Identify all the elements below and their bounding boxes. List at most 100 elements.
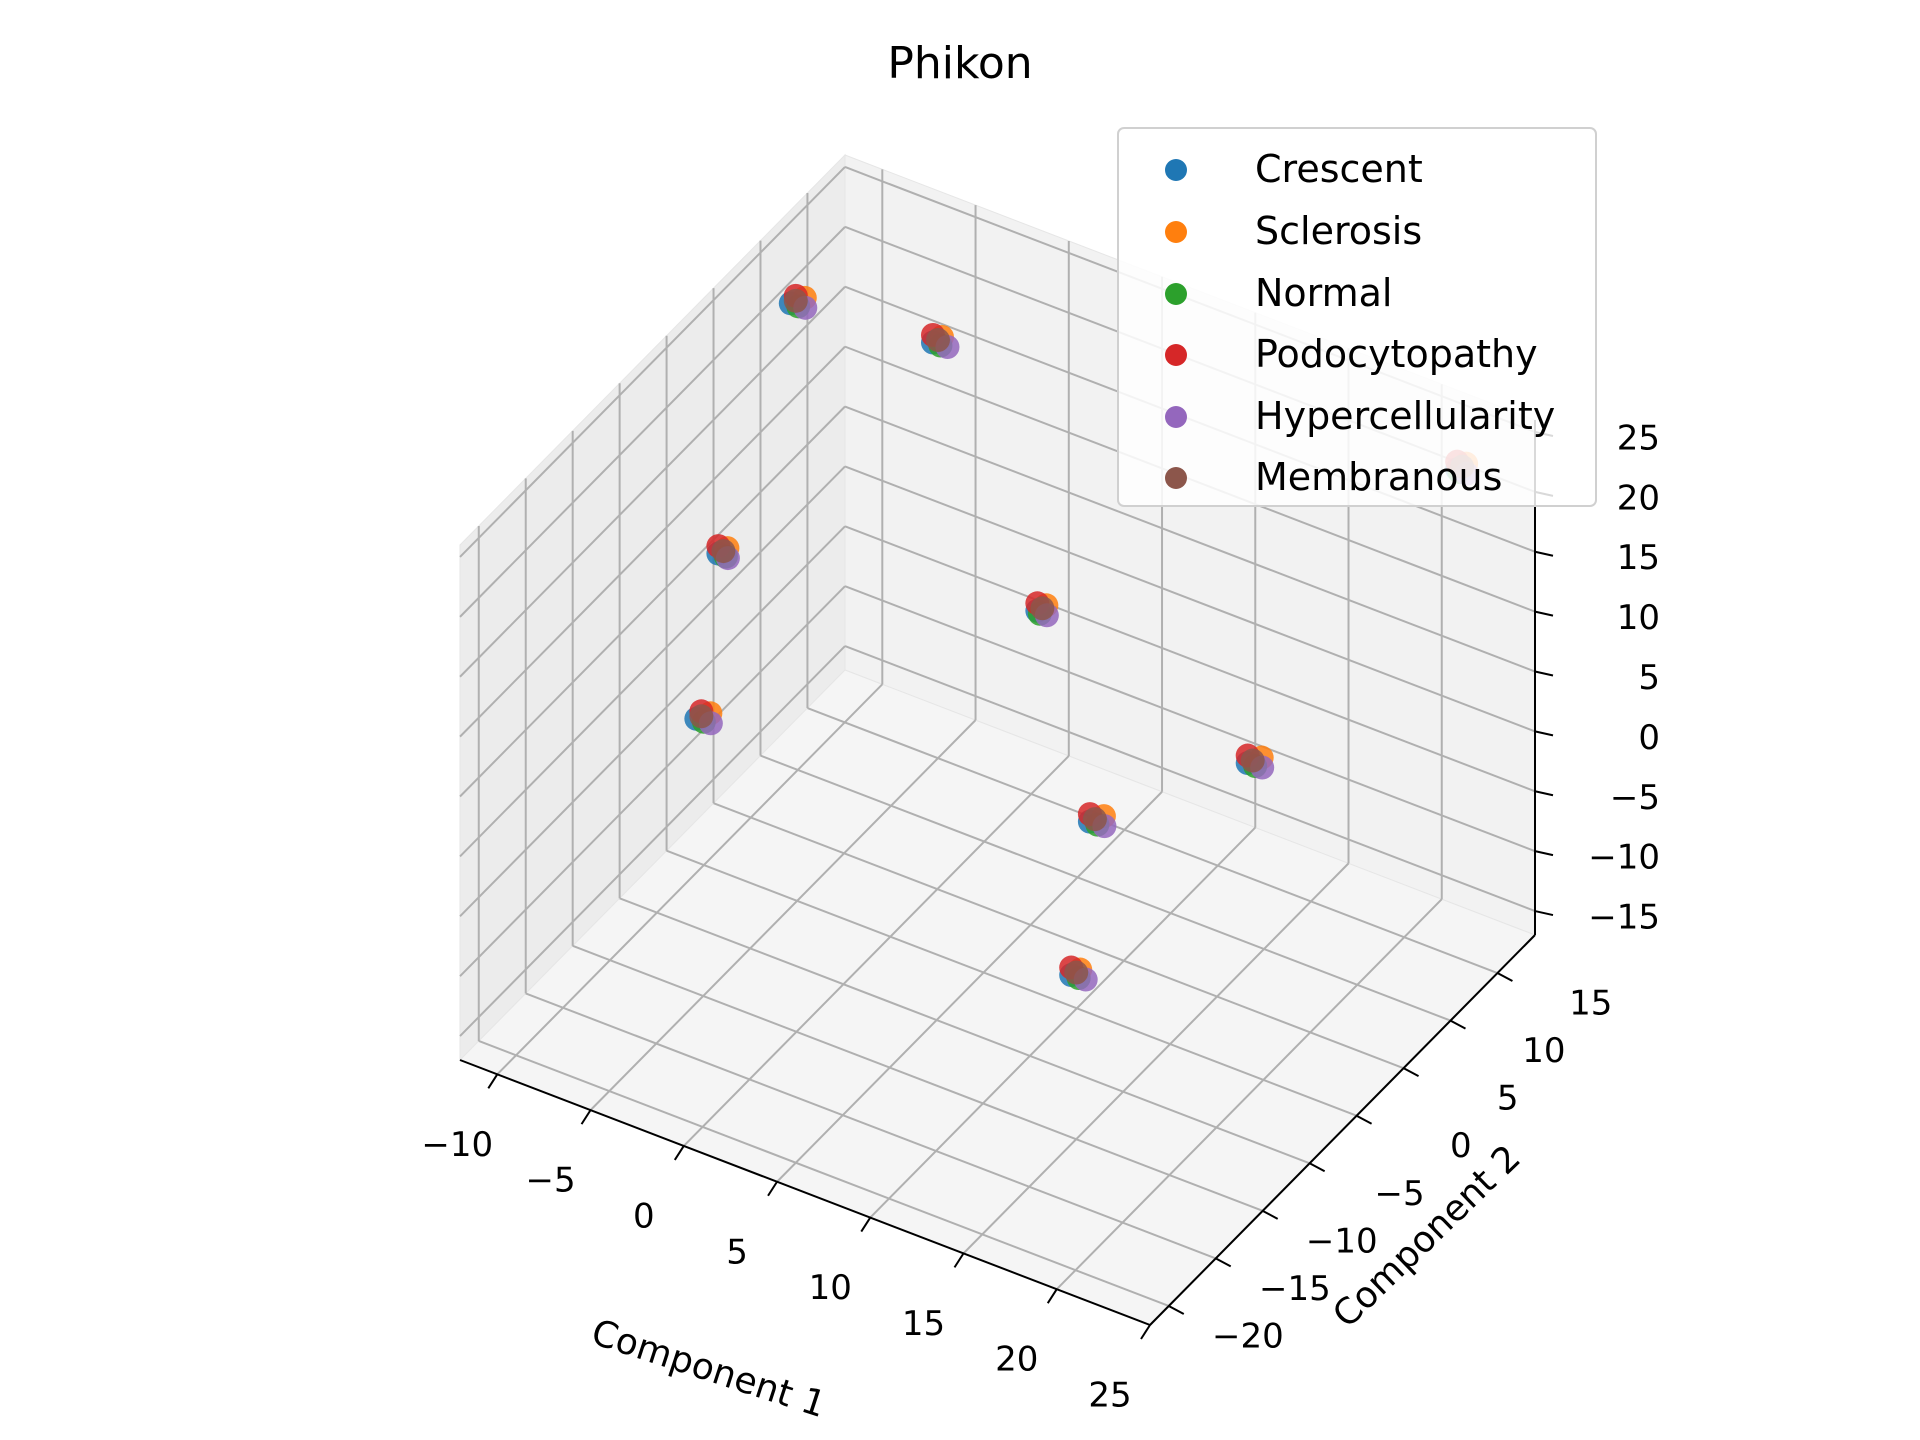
y-tick-label: 5 [1497, 1079, 1519, 1119]
legend: Crescent Sclerosis Normal Podocytopathy … [1117, 127, 1597, 507]
z-tick-label: −5 [1610, 778, 1660, 818]
grid-y-floor [760, 754, 1451, 1022]
grid-z-side [459, 166, 846, 558]
x-tick-mark [1140, 1324, 1151, 1340]
x-tick-mark [580, 1109, 592, 1125]
x-tick-label: −10 [421, 1125, 493, 1165]
grid-x-floor [869, 826, 1256, 1219]
x-tick-mark [673, 1145, 685, 1161]
point-membranous [689, 704, 714, 729]
x-tick-label: 5 [726, 1232, 748, 1272]
grid-z-side [459, 525, 846, 917]
z-tick-mark [1534, 850, 1554, 857]
grid-x-floor [589, 719, 977, 1111]
z-tick-mark [1534, 910, 1554, 917]
legend-item-crescent: Crescent [1119, 145, 1595, 195]
x-tick-mark [953, 1252, 965, 1268]
grid-x-floor [683, 755, 1070, 1147]
grid-z-back [844, 465, 1536, 733]
grid-x-floor [776, 791, 1163, 1183]
legend-label-sclerosis: Sclerosis [1255, 209, 1423, 253]
grid-lines [459, 166, 1536, 1326]
z-tick-label: 0 [1638, 718, 1660, 758]
z-tick-mark [1534, 550, 1554, 557]
z-tick-label: −15 [1588, 898, 1660, 938]
z-tick-mark [1534, 670, 1554, 677]
grid-z-side [459, 645, 846, 1037]
grid-z-side [459, 226, 846, 618]
grid-x-floor [496, 683, 884, 1076]
x-tick-mark [1046, 1288, 1058, 1304]
grid-x-floor [1056, 898, 1443, 1290]
y-tick-label: −20 [1212, 1316, 1284, 1356]
grid-z-side [459, 585, 846, 977]
x-tick-label: 15 [902, 1304, 945, 1344]
z-tick-label: 5 [1638, 658, 1660, 698]
grid-z-back [844, 405, 1536, 673]
axis-panes [459, 153, 1536, 1326]
grid-y-floor [807, 707, 1498, 974]
tick-labels: −10−50510152025−20−15−10−5051015−15−10−5… [421, 418, 1660, 1415]
grid-z-side [459, 286, 846, 678]
point-membranous [1064, 960, 1089, 985]
chart-title: Phikon [887, 38, 1033, 89]
x-tick-mark [487, 1073, 499, 1089]
grid-z-side [459, 345, 846, 738]
x-tick-label: 20 [995, 1340, 1038, 1380]
x-tick-label: 10 [809, 1268, 852, 1308]
legend-label-podocytopathy: Podocytopathy [1255, 332, 1538, 376]
legend-marker-hypercellularity [1165, 406, 1187, 428]
legend-label-membranous: Membranous [1255, 455, 1503, 499]
grid-y-floor [713, 802, 1404, 1070]
y-tick-mark [1450, 1019, 1466, 1030]
grid-y-floor [666, 849, 1357, 1117]
legend-marker-crescent [1165, 159, 1187, 181]
x-tick-mark [767, 1181, 778, 1197]
legend-label-hypercellularity: Hypercellularity [1255, 394, 1556, 438]
y-tick-mark [1403, 1067, 1420, 1078]
y-tick-label: −5 [1375, 1174, 1425, 1214]
grid-x-floor [962, 862, 1350, 1255]
y-tick-mark [1356, 1114, 1373, 1125]
z-tick-label: 25 [1617, 418, 1660, 458]
grid-y-floor [572, 944, 1264, 1212]
legend-item-hypercellularity: Hypercellularity [1119, 392, 1595, 442]
z-tick-mark [1534, 790, 1554, 797]
legend-label-crescent: Crescent [1255, 147, 1423, 191]
y-tick-label: −10 [1306, 1221, 1378, 1261]
legend-item-podocytopathy: Podocytopathy [1119, 330, 1595, 380]
x-tick-label: 25 [1088, 1376, 1131, 1416]
y-tick-mark [1168, 1305, 1185, 1315]
legend-marker-normal [1165, 283, 1187, 305]
grid-y-floor [525, 992, 1217, 1260]
grid-z-side [459, 465, 846, 858]
z-tick-label: 20 [1617, 478, 1660, 518]
z-tick-label: 10 [1617, 598, 1660, 638]
point-membranous [1082, 807, 1107, 832]
x-tick-label: −5 [525, 1161, 575, 1201]
point-membranous [1240, 748, 1265, 773]
legend-marker-podocytopathy [1165, 344, 1187, 366]
point-membranous [783, 288, 808, 313]
grid-y-floor [478, 1040, 1170, 1307]
grid-z-back [844, 525, 1536, 793]
legend-item-membranous: Membranous [1119, 453, 1595, 503]
legend-label-normal: Normal [1255, 271, 1393, 315]
legend-item-sclerosis: Sclerosis [1119, 207, 1595, 257]
point-membranous [1030, 596, 1055, 621]
legend-item-normal: Normal [1119, 269, 1595, 319]
y-axis-line [1149, 934, 1536, 1326]
legend-marker-membranous [1165, 467, 1187, 489]
z-tick-label: 15 [1617, 538, 1660, 578]
x-tick-label: 0 [633, 1196, 655, 1236]
z-tick-mark [1534, 730, 1554, 737]
grid-y-floor [619, 897, 1310, 1165]
point-membranous [925, 327, 950, 352]
y-tick-label: 0 [1450, 1126, 1472, 1166]
y-tick-label: −15 [1259, 1269, 1331, 1309]
grid-z-back [844, 585, 1536, 853]
y-tick-label: 10 [1522, 1031, 1565, 1071]
x-tick-mark [860, 1217, 872, 1233]
z-tick-mark [1534, 610, 1554, 617]
